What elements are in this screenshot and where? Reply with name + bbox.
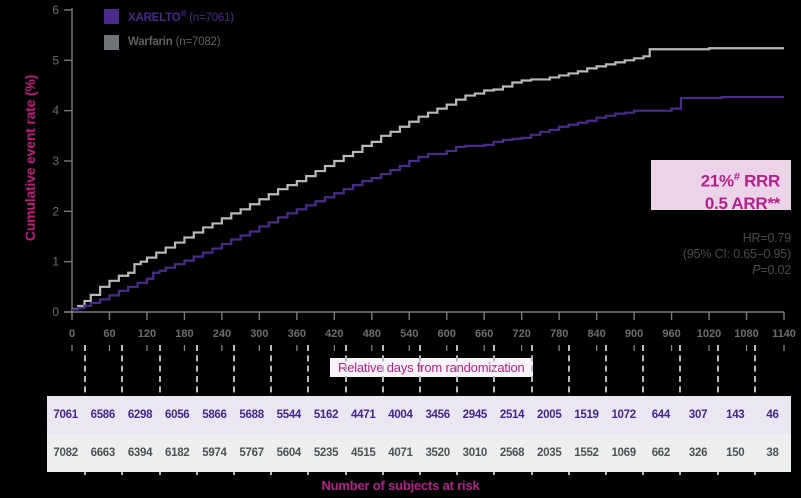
risk-count-cell: 5544 <box>276 409 302 421</box>
x-tick-label: 180 <box>175 328 193 340</box>
footnote-marker-hash: # <box>733 171 740 183</box>
x-tick-label: 840 <box>587 328 605 340</box>
x-axis-title: Relative days from randomization <box>330 358 533 377</box>
x-tick-label: 720 <box>513 328 531 340</box>
risk-count-cell: 5688 <box>239 409 264 421</box>
x-tick-label: 360 <box>288 328 306 340</box>
risk-count-cell: 7082 <box>53 447 78 459</box>
risk-count-cell: 3456 <box>425 409 450 421</box>
risk-count-cell: 5604 <box>276 447 302 459</box>
table-row-warfarin: 7082 6663 6394 6182 5974 5767 5604 5235 4515 4071… <box>47 434 791 472</box>
legend-item-warfarin: Warfarin (n=7082) <box>104 34 234 50</box>
risk-count-cell: 1072 <box>611 409 636 421</box>
risk-count-cell: 6056 <box>165 409 190 421</box>
x-tick-label: 0 <box>69 328 75 340</box>
statistics-details: HR=0.79 (95% CI: 0.65–0.95) P=0.02 <box>590 230 791 278</box>
legend-item-xarelto: XARELTO® (n=7061) <box>104 8 234 24</box>
rrr-line: 21%# RRR <box>700 171 781 191</box>
y-tick-label: 1 <box>52 255 59 269</box>
efficacy-callout-box: 21%# RRR 0.5 ARR** <box>651 160 791 213</box>
risk-count-cell: 6182 <box>165 447 190 459</box>
number-at-risk-table: 7061 6586 6298 6056 5866 5688 5544 5162 4471 4004… <box>47 396 791 472</box>
x-tick-label: 60 <box>103 328 115 340</box>
risk-count-cell: 2035 <box>537 447 562 459</box>
x-tick-label: 1080 <box>734 328 758 340</box>
risk-count-cell: 143 <box>726 409 745 421</box>
x-tick-label: 960 <box>662 328 680 340</box>
x-tick-label: 780 <box>550 328 568 340</box>
risk-count-cell: 7061 <box>53 409 78 421</box>
y-tick-label: 2 <box>52 204 59 218</box>
confidence-interval: (95% CI: 0.65–0.95) <box>682 247 791 261</box>
risk-count-cell: 6663 <box>90 447 116 459</box>
risk-count-cell: 1552 <box>574 447 599 459</box>
p-value: P=0.02 <box>752 263 791 277</box>
risk-count-cell: 3010 <box>462 447 488 459</box>
legend-label-warfarin: Warfarin (n=7082) <box>128 36 221 48</box>
x-tick-label: 1140 <box>772 328 796 340</box>
risk-count-cell: 4515 <box>351 447 376 459</box>
risk-count-cell: 6586 <box>90 409 116 421</box>
risk-count-cell: 4471 <box>351 409 376 421</box>
risk-count-cell: 4071 <box>388 447 413 459</box>
x-tick-label: 660 <box>475 328 493 340</box>
risk-count-cell: 644 <box>651 409 671 421</box>
x-tick-label: 600 <box>438 328 456 340</box>
x-tick-label: 120 <box>138 328 156 340</box>
risk-count-cell: 326 <box>688 447 708 459</box>
x-tick-label: 420 <box>325 328 343 340</box>
risk-count-cell: 1519 <box>574 409 599 421</box>
x-tick-label: 480 <box>363 328 381 340</box>
y-tick-label: 6 <box>52 3 59 17</box>
risk-count-cell: 3520 <box>425 447 450 459</box>
risk-count-cell: 5162 <box>313 409 339 421</box>
curve-warfarin <box>72 47 784 311</box>
risk-count-cell: 4004 <box>388 409 413 421</box>
risk-count-cell: 6298 <box>127 409 153 421</box>
risk-count-cell: 2568 <box>499 447 525 459</box>
x-tick-label: 900 <box>625 328 643 340</box>
chart-legend: XARELTO® (n=7061) Warfarin (n=7082) <box>104 8 234 60</box>
risk-count-cell: 2514 <box>499 409 525 421</box>
x-tick-label: 300 <box>250 328 268 340</box>
risk-count-cell: 307 <box>688 409 708 421</box>
risk-count-cell: 6394 <box>127 447 153 459</box>
x-tick-label: 1020 <box>697 328 721 340</box>
arr-line: 0.5 ARR** <box>704 193 780 213</box>
risk-count-cell: 46 <box>766 409 779 421</box>
hazard-ratio: HR=0.79 <box>742 231 791 245</box>
risk-count-cell: 150 <box>726 447 745 459</box>
x-tick-label: 540 <box>400 328 418 340</box>
risk-count-cell: 5767 <box>239 447 264 459</box>
legend-swatch-xarelto <box>104 8 119 24</box>
legend-label-xarelto: XARELTO® (n=7061) <box>128 8 234 24</box>
risk-count-cell: 2005 <box>537 409 562 421</box>
y-tick-label: 0 <box>52 305 59 319</box>
risk-table-caption: Number of subjects at risk <box>321 478 480 493</box>
risk-count-cell: 662 <box>651 447 671 459</box>
y-tick-label: 3 <box>52 154 59 168</box>
risk-count-cell: 1069 <box>611 447 636 459</box>
curve-xarelto <box>72 95 784 311</box>
risk-count-cell: 5235 <box>313 447 339 459</box>
registered-trademark-icon: ® <box>180 8 187 18</box>
y-tick-label: 5 <box>52 53 59 67</box>
legend-swatch-warfarin <box>104 34 119 50</box>
y-tick-label: 4 <box>52 104 59 118</box>
table-row-xarelto: 7061 6586 6298 6056 5866 5688 5544 5162 4471 4004… <box>47 396 791 434</box>
x-tick-label: 240 <box>213 328 231 340</box>
risk-count-cell: 2945 <box>462 409 488 421</box>
risk-count-cell: 5974 <box>202 447 227 459</box>
risk-count-cell: 38 <box>766 447 779 459</box>
risk-count-cell: 5866 <box>202 409 227 421</box>
